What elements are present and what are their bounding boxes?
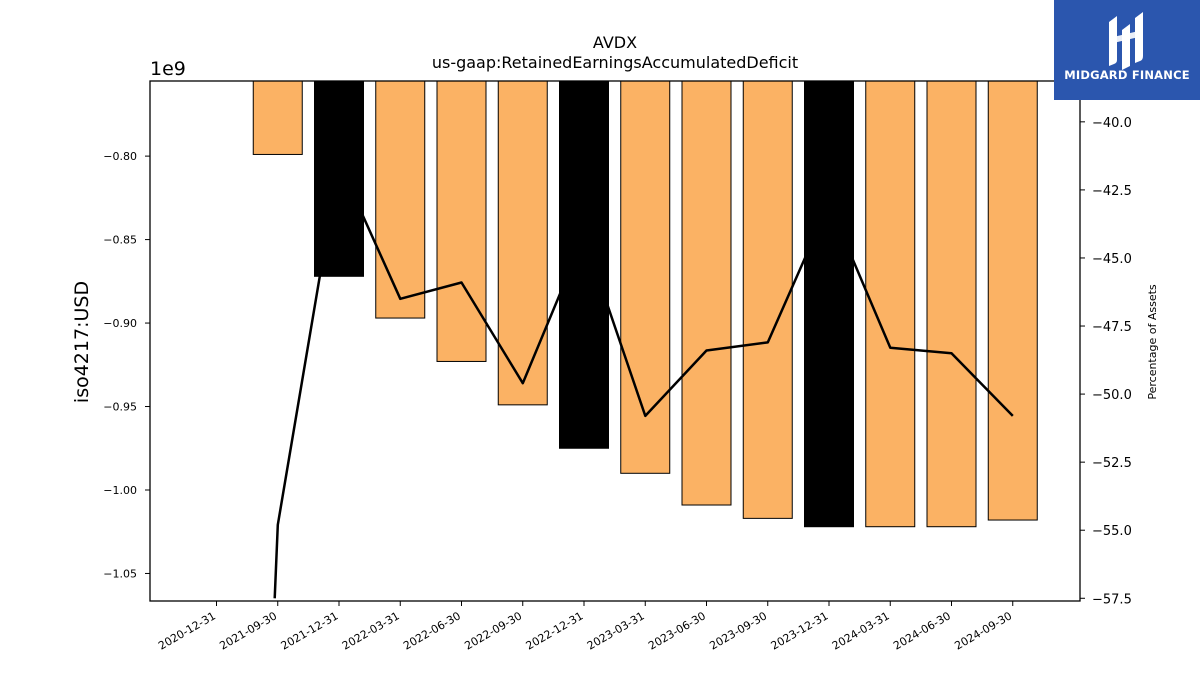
y-tick-label: −1.05 [103,567,137,580]
axes: −0.80 −0.85 −0.90 −0.95 −1.00 −1.05 −40.0 −42.5… [103,80,1132,653]
bar [620,80,671,474]
bar [987,80,1038,521]
y2-tick-label: −55.0 [1092,524,1132,539]
y-axis-multiplier: 1e9 [150,58,186,80]
bar [497,80,548,406]
y2-tick-label: −42.5 [1092,184,1132,199]
chart-title: AVDX [593,33,637,52]
x-tick-label: 2022-09-30 [462,609,524,652]
bar [681,80,732,506]
bar [926,80,977,528]
line-series [273,161,1014,599]
bar [375,80,426,319]
y-tick-label: −0.95 [103,401,137,414]
plot-frame [149,80,1081,602]
x-tick-label: 2023-06-30 [646,609,708,652]
x-tick-label: 2021-12-31 [279,609,341,652]
y-tick-label: −1.00 [103,484,137,497]
bar [252,80,303,155]
midgard-finance-logo: MIDGARD FINANCE [1054,0,1200,100]
y2-axis-label: Percentage of Assets [1146,284,1159,400]
x-tick-label: 2023-12-31 [769,609,831,652]
chart-subtitle: us-gaap:RetainedEarningsAccumulatedDefic… [432,53,798,72]
y-tick-label: −0.85 [103,234,137,247]
y2-tick-label: −50.0 [1092,388,1132,403]
y2-tick-label: −52.5 [1092,456,1132,471]
percentage-line [273,161,1014,599]
y-axis-label: iso4217:USD [71,281,93,403]
x-tick-label: 2020-12-31 [156,609,218,652]
bar [314,80,364,277]
x-tick-label: 2024-06-30 [891,609,953,652]
x-tick-label: 2022-03-31 [340,609,402,652]
y2-tick-label: −57.5 [1092,592,1132,607]
y2-tick-label: −40.0 [1092,116,1132,131]
y2-tick-label: −45.0 [1092,252,1132,267]
x-tick-label: 2024-09-30 [952,609,1014,652]
bar [559,80,609,449]
x-tick-label: 2023-03-31 [585,609,647,652]
bar-series [252,80,1038,528]
bar [865,80,916,528]
logo-text: MIDGARD FINANCE [1064,68,1190,82]
bar [804,80,854,528]
x-tick-label: 2022-12-31 [524,609,586,652]
bar [742,80,793,519]
x-tick-label: 2024-03-31 [830,609,892,652]
bar [436,80,487,362]
x-tick-label: 2021-09-30 [217,609,279,652]
y-tick-label: −0.80 [103,150,137,163]
logo-mark-icon [1054,0,1200,100]
x-tick-label: 2023-09-30 [707,609,769,652]
x-tick-label: 2022-06-30 [401,609,463,652]
y-tick-label: −0.90 [103,317,137,330]
y2-tick-label: −47.5 [1092,320,1132,335]
